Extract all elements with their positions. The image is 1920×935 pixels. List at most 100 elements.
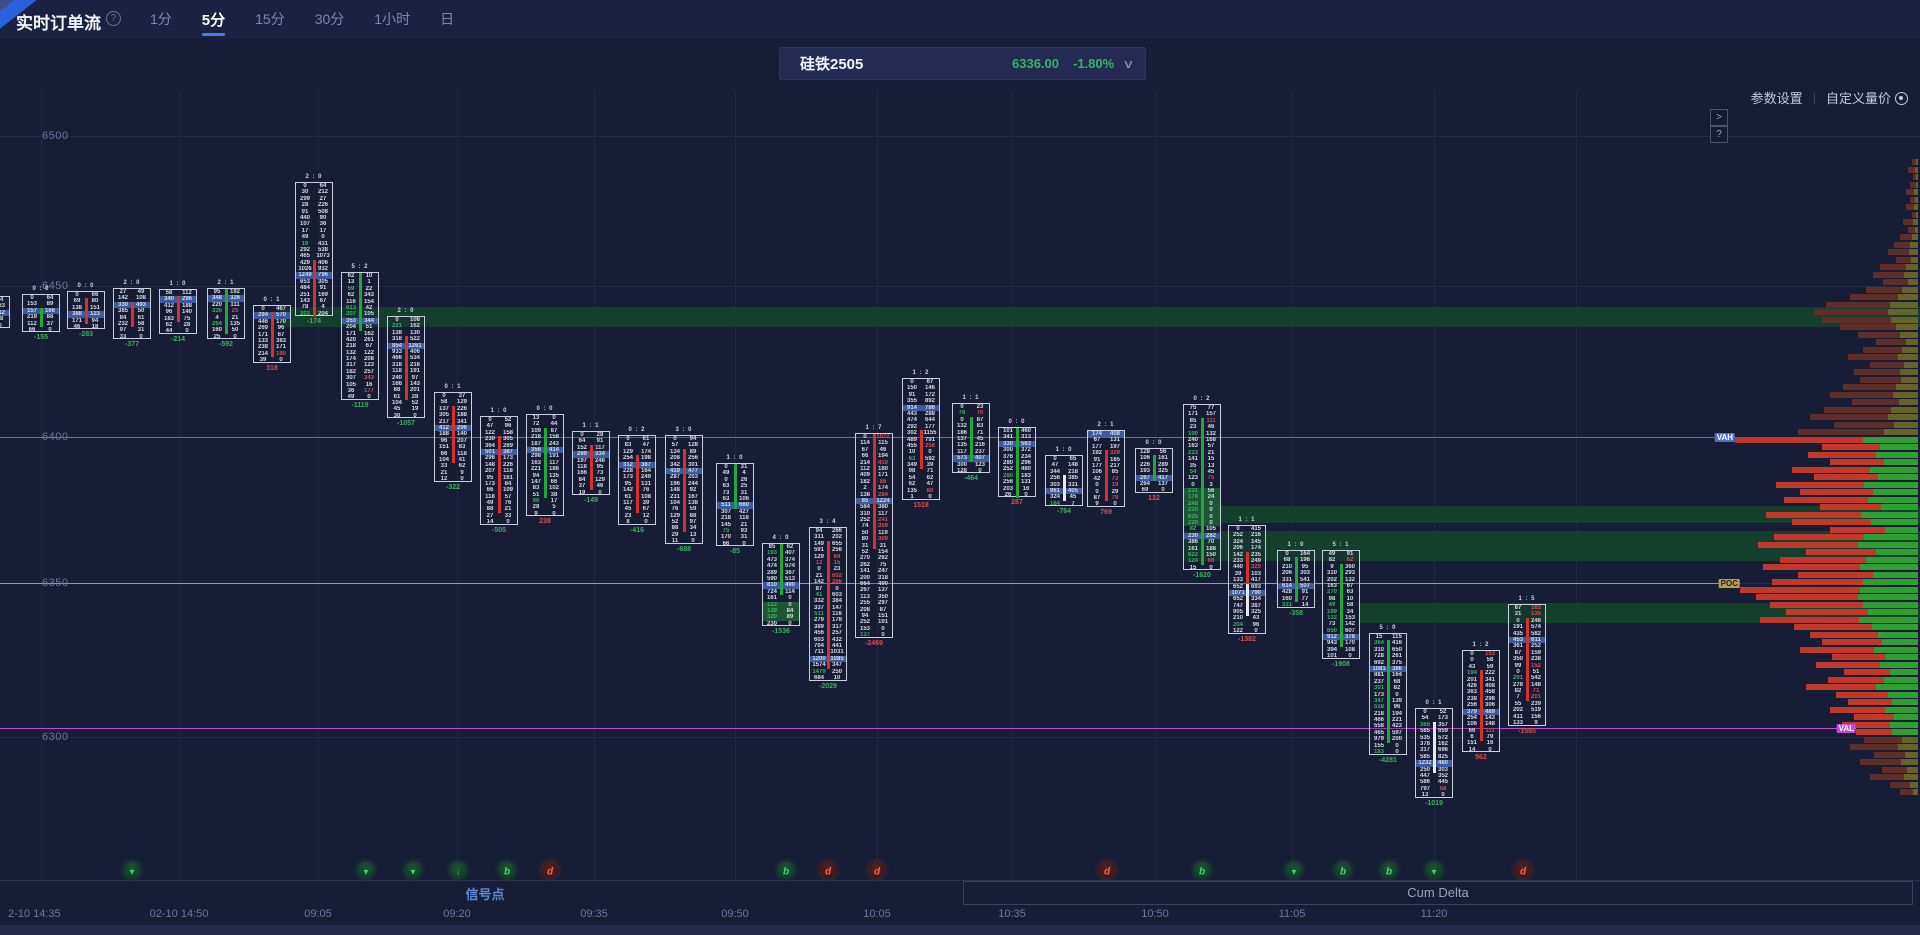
time-axis-label: 09:50 bbox=[721, 908, 749, 920]
volume-profile-row bbox=[1798, 571, 1918, 578]
candle-header: 0 : 1 bbox=[444, 384, 462, 390]
volume-profile-row bbox=[1883, 279, 1918, 285]
candle-box: 58 112 340 296 412 188 96 140 183 75 62 28 44 0 bbox=[159, 289, 197, 334]
candle-box: 0 67 150 146 91 172 355 892 914 786 443 288 474 644 29… bbox=[902, 378, 940, 500]
candle-box: 75 77 171 157 85 111 23 46 100 132 240 168 163 57 223 2… bbox=[1183, 404, 1221, 571]
footprint-candle: 0 : 0118742051631772129658310 bbox=[0, 296, 10, 329]
timeframe-tab[interactable]: 1分 bbox=[150, 11, 172, 27]
footprint-candle: 1 : 1 0 415 252 216 324 145 206 174 142 235 233 249 4… bbox=[1228, 517, 1266, 643]
footprint-candle: 1 : 2 0 67 150 146 91 172 355 892 914 786 443 288 474… bbox=[902, 370, 940, 509]
price-gridline bbox=[0, 737, 1920, 738]
volume-profile-row bbox=[1806, 684, 1918, 690]
candle-body bbox=[872, 434, 876, 550]
candle-header: 1 : 0 bbox=[169, 281, 187, 287]
volume-profile-row bbox=[1906, 204, 1918, 210]
timeframe-tabs: 1分 5分 15分 30分 1小时 日 bbox=[148, 0, 456, 38]
time-axis-label: 09:35 bbox=[580, 908, 608, 920]
volume-profile-row bbox=[1774, 534, 1918, 540]
timeframe-tab[interactable]: 1小时 bbox=[374, 11, 411, 27]
volume-profile-row bbox=[1900, 789, 1918, 795]
signal-marker: d bbox=[868, 861, 886, 879]
instrument-change-pct: -1.80% bbox=[1073, 56, 1115, 71]
divider: | bbox=[1812, 90, 1816, 105]
candle-box: 0 164 68 198 210 95 206 303 331 541 614 507 428 91 160… bbox=[1277, 550, 1315, 608]
volume-profile-row bbox=[1780, 556, 1918, 563]
volume-profile-row bbox=[1858, 331, 1918, 338]
candle-delta: -1019 bbox=[1425, 799, 1443, 807]
signal-marker: d bbox=[1514, 861, 1532, 879]
candle-body bbox=[589, 444, 593, 490]
candle-delta: 769 bbox=[1100, 508, 1112, 516]
time-axis-label: 09:20 bbox=[443, 908, 471, 920]
help-icon[interactable]: ? bbox=[106, 11, 121, 26]
volume-profile-row bbox=[1772, 579, 1918, 585]
candle-delta: -688 bbox=[676, 545, 691, 553]
candle-body bbox=[39, 307, 43, 327]
footprint-candle: 1 : 0 0 164 68 198 210 95 206 303 331 541 614 507 428… bbox=[1277, 542, 1315, 617]
volume-profile-row bbox=[1792, 519, 1918, 525]
signal-points-label: 信号点 bbox=[465, 887, 505, 902]
candle-delta: -1585 bbox=[1518, 727, 1536, 735]
candle-delta: -1382 bbox=[1238, 635, 1256, 643]
footprint-candle: 1 : 0 0 31 49 4 0 26 63 25 73 31 63 106 511 660 307 427 2… bbox=[716, 455, 754, 555]
volume-profile-row bbox=[1822, 639, 1918, 645]
footprint-candle: 3 : 4 94 266 311 202 149 655 591 256 129 64 12 15 0 23… bbox=[809, 519, 847, 690]
timeframe-tab[interactable]: 5分 bbox=[200, 0, 227, 39]
signal-marker: d bbox=[1098, 861, 1116, 879]
time-axis-label: 2-10 14:35 bbox=[8, 908, 61, 920]
time-axis-label: 10:50 bbox=[1141, 908, 1169, 920]
candle-header: 3 : 0 bbox=[675, 427, 693, 433]
volume-profile-row bbox=[1794, 624, 1918, 630]
time-axis-label: 02-10 14:50 bbox=[149, 908, 209, 920]
volume-profile-row bbox=[1828, 676, 1918, 683]
time-gridline bbox=[1576, 90, 1577, 880]
candle-header: 2 : 0 bbox=[123, 280, 141, 286]
volume-profile-row bbox=[1908, 226, 1918, 233]
candle-delta: 318 bbox=[266, 364, 278, 372]
candle-delta: -85 bbox=[729, 548, 741, 556]
candle-box: 0 108 221 162 138 130 316 522 854 1261 933 406 466 53… bbox=[387, 316, 425, 419]
candle-header: 1 : 1 bbox=[1238, 517, 1256, 523]
signal-marker: ▼ bbox=[1425, 861, 1443, 879]
poc-label: POC bbox=[1718, 579, 1740, 588]
footprint-candle: 0 : 1 0 467 294 570 446 170 269 96 171 67 133 383 238… bbox=[253, 297, 291, 372]
volume-profile-row bbox=[1830, 526, 1918, 533]
time-gridline bbox=[41, 90, 42, 880]
timeframe-tab[interactable]: 30分 bbox=[314, 11, 345, 27]
timeframe-tab[interactable]: 15分 bbox=[255, 11, 285, 27]
candle-body bbox=[1432, 721, 1436, 773]
top-header-bar: 实时订单流 ? 1分 5分 15分 30分 1小时 日 bbox=[0, 0, 1920, 38]
volume-profile-row bbox=[1735, 436, 1918, 443]
volume-profile-row bbox=[1756, 594, 1918, 600]
volume-profile-row bbox=[1792, 466, 1918, 473]
custom-volume-price-button[interactable]: 自定义量价 bbox=[1826, 88, 1908, 107]
signal-marker: ▼ bbox=[1285, 861, 1303, 879]
time-gridline bbox=[594, 90, 595, 880]
candle-box: 128 56 106 161 226 289 193 325 267 417 264 137 69 0 bbox=[1135, 448, 1173, 493]
candle-body bbox=[1339, 563, 1343, 647]
volume-profile-row bbox=[1848, 699, 1918, 705]
param-settings-button[interactable]: 参数设置 bbox=[1750, 91, 1803, 106]
signal-marker: ▼ bbox=[357, 861, 375, 879]
candle-delta: -2469 bbox=[865, 639, 883, 647]
timeframe-tab[interactable]: 日 bbox=[440, 11, 455, 27]
candle-delta: -4281 bbox=[1379, 756, 1397, 764]
candle-header: 1 : 2 bbox=[912, 370, 930, 376]
candle-body bbox=[969, 416, 973, 462]
volume-profile-row bbox=[1866, 286, 1918, 293]
expand-panel-button[interactable]: > bbox=[1710, 109, 1728, 126]
chevron-down-icon[interactable]: ∨ bbox=[1122, 56, 1135, 71]
signal-marker: b bbox=[498, 861, 516, 879]
instrument-selector[interactable]: 硅铁2505 6336.00 -1.80% ∨ bbox=[779, 47, 1146, 80]
footprint-candle: 1 : 0 0 52 47 96 122 158 230 305 364 269 501 387 296 1… bbox=[480, 408, 518, 534]
signal-marker: b bbox=[1380, 861, 1398, 879]
candle-delta: 562 bbox=[1475, 754, 1487, 762]
candle-delta: 238 bbox=[539, 518, 551, 526]
cum-delta-panel[interactable]: Cum Delta bbox=[963, 881, 1913, 905]
bottom-scroll-strip[interactable] bbox=[0, 925, 1920, 935]
panel-help-button[interactable]: ? bbox=[1710, 126, 1728, 143]
candle-delta: -214 bbox=[170, 335, 185, 343]
volume-profile-row bbox=[1876, 339, 1918, 345]
volume-zone-band bbox=[1183, 506, 1920, 523]
candle-header: 0 : 0 bbox=[32, 286, 50, 292]
